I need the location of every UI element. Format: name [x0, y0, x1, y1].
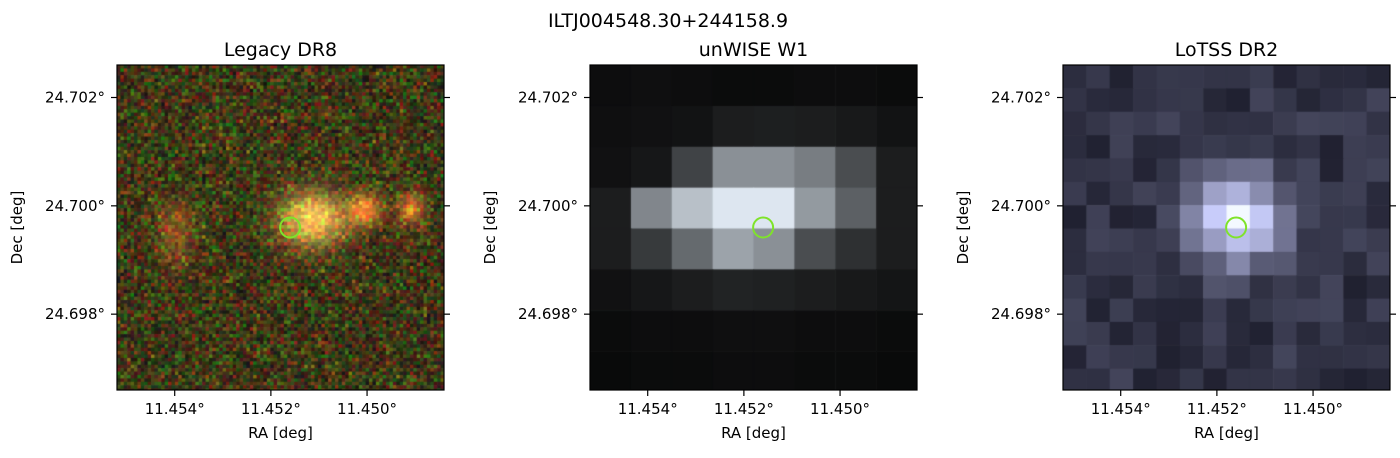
- source-marker: [279, 216, 302, 239]
- y-tick-label: 24.702°: [45, 89, 105, 107]
- panel-2: unWISE W1 11.454° 11.452° 11.450° 24.702° 24.…: [481, 39, 923, 442]
- y-tick-label: 24.702°: [518, 89, 578, 107]
- x-tick-label: 11.450°: [337, 400, 397, 418]
- x-tick-label: 11.452°: [1187, 400, 1247, 418]
- y-tick-label: 24.698°: [45, 305, 105, 323]
- x-axis-label: RA [deg]: [248, 424, 313, 442]
- x-axis-label: RA [deg]: [721, 424, 786, 442]
- x-tick-label: 11.454°: [618, 400, 678, 418]
- axes-frame: [589, 64, 918, 391]
- x-tick-label: 11.454°: [1091, 400, 1151, 418]
- axes-frame: [1062, 64, 1391, 391]
- panels-group: Legacy DR8 11.454° 11.452° 11.450° 24.702° 24…: [8, 39, 1396, 442]
- panel-title: unWISE W1: [699, 39, 808, 61]
- x-axis-label: RA [deg]: [1194, 424, 1259, 442]
- figure-title: ILTJ004548.30+244158.9: [548, 10, 788, 32]
- source-marker: [752, 216, 775, 239]
- panel-title: LoTSS DR2: [1175, 39, 1279, 61]
- x-tick-label: 11.454°: [145, 400, 205, 418]
- x-tick-label: 11.450°: [810, 400, 870, 418]
- x-tick-label: 11.452°: [714, 400, 774, 418]
- y-axis-label: Dec [deg]: [481, 191, 499, 265]
- y-tick-label: 24.698°: [518, 305, 578, 323]
- panel-title: Legacy DR8: [224, 39, 337, 61]
- panel-3: LoTSS DR2 11.454° 11.452° 11.450° 24.702° 24.…: [954, 39, 1396, 442]
- y-tick-label: 24.700°: [45, 197, 105, 215]
- x-tick-label: 11.452°: [241, 400, 301, 418]
- source-marker: [1225, 216, 1248, 239]
- axes-frame: [116, 64, 445, 391]
- y-tick-label: 24.700°: [518, 197, 578, 215]
- y-tick-label: 24.702°: [991, 89, 1051, 107]
- y-axis-label: Dec [deg]: [8, 191, 26, 265]
- y-tick-label: 24.700°: [991, 197, 1051, 215]
- y-axis-label: Dec [deg]: [954, 191, 972, 265]
- x-tick-label: 11.450°: [1283, 400, 1343, 418]
- panel-1: Legacy DR8 11.454° 11.452° 11.450° 24.702° 24…: [8, 39, 450, 442]
- y-tick-label: 24.698°: [991, 305, 1051, 323]
